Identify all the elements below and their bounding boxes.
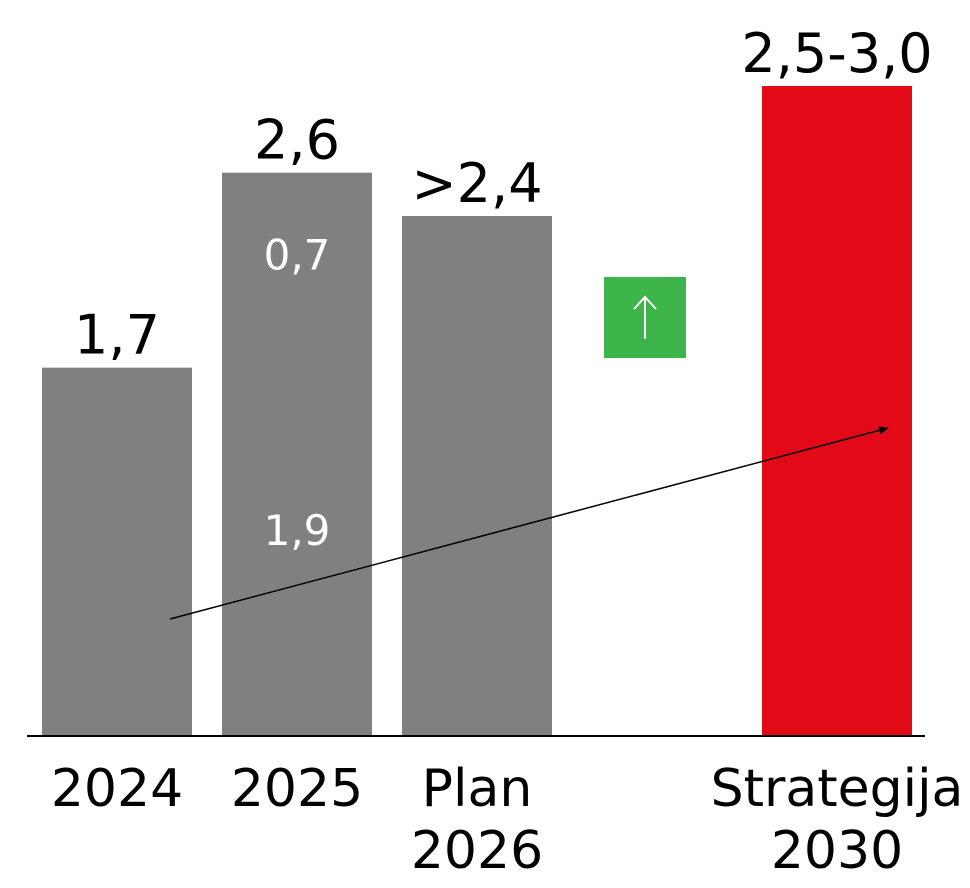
bar-2025	[222, 172, 372, 736]
bar-2024	[42, 367, 192, 736]
value-labels-layer: 1,7 2,6 >2,4 2,5-3,0	[74, 22, 933, 367]
bar-plan-2026	[402, 216, 552, 736]
bar-strategija-2030	[762, 86, 912, 736]
category-label-2-1: 2026	[411, 821, 543, 881]
trend-arrow	[169, 426, 889, 620]
value-label-2: >2,4	[411, 152, 542, 215]
value-label-1: 2,6	[254, 109, 340, 172]
value-label-3: 2,5-3,0	[741, 22, 932, 85]
segment-labels-layer: 1,9 0,7	[264, 231, 331, 556]
category-label-3-1: 2030	[771, 821, 903, 881]
up-arrow-icon	[633, 295, 657, 310]
category-label-1-0: 2025	[231, 759, 363, 819]
category-label-0-0: 2024	[51, 759, 183, 819]
bars-layer	[42, 86, 912, 736]
category-label-2-0: Plan	[422, 759, 533, 819]
segment-label-2025-0: 1,9	[264, 506, 331, 555]
category-label-3-0: Strategija	[711, 759, 964, 819]
growth-indicator	[604, 277, 686, 358]
value-label-0: 1,7	[74, 304, 160, 367]
segment-label-2025-1: 0,7	[264, 231, 331, 280]
